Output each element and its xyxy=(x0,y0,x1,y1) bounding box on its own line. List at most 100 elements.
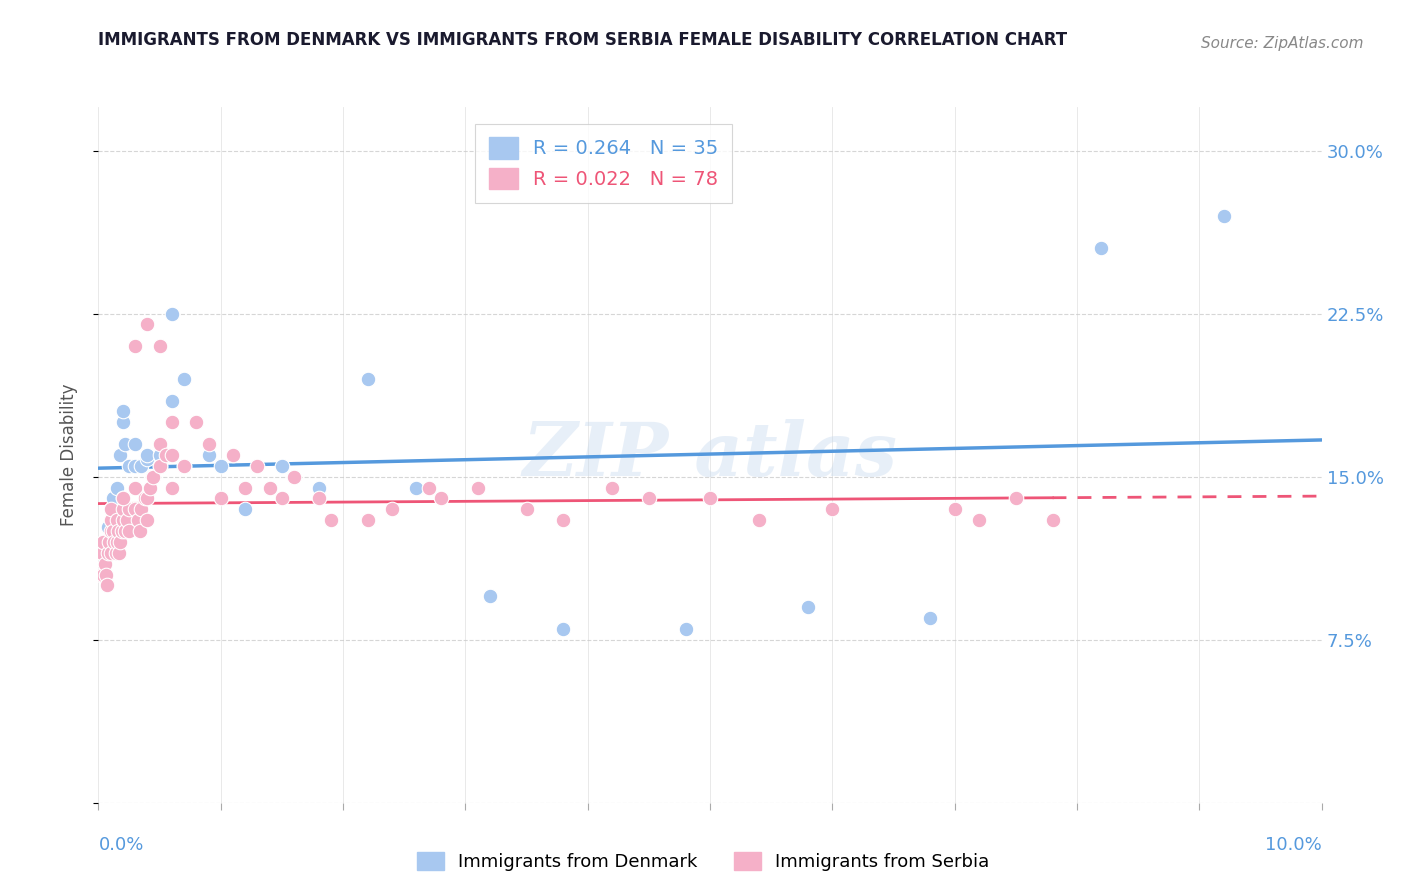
Point xyxy=(478,589,501,603)
Point xyxy=(186,415,208,429)
Point xyxy=(124,481,146,495)
Legend: Immigrants from Denmark, Immigrants from Serbia: Immigrants from Denmark, Immigrants from… xyxy=(409,845,997,879)
Point xyxy=(111,491,134,506)
Point xyxy=(430,491,453,506)
Point xyxy=(699,491,721,506)
Point xyxy=(105,481,128,495)
Point xyxy=(91,535,114,549)
Y-axis label: Female Disability: Female Disability xyxy=(59,384,77,526)
Point xyxy=(129,502,152,516)
Point xyxy=(100,502,122,516)
Point xyxy=(111,513,134,527)
Point xyxy=(319,513,342,527)
Point xyxy=(142,469,165,483)
Point xyxy=(111,415,134,429)
Text: Source: ZipAtlas.com: Source: ZipAtlas.com xyxy=(1201,36,1364,51)
Point xyxy=(139,481,162,495)
Point xyxy=(100,502,122,516)
Point xyxy=(920,611,942,625)
Point xyxy=(124,458,146,473)
Point xyxy=(516,502,538,516)
Point xyxy=(173,372,195,386)
Point xyxy=(100,524,122,538)
Text: ZIP atlas: ZIP atlas xyxy=(523,418,897,491)
Point xyxy=(173,458,195,473)
Point xyxy=(356,372,378,386)
Point xyxy=(160,415,183,429)
Point xyxy=(197,448,219,462)
Point xyxy=(111,524,134,538)
Point xyxy=(97,519,120,533)
Point xyxy=(1212,209,1234,223)
Point xyxy=(149,448,172,462)
Point xyxy=(418,481,440,495)
Legend: R = 0.264   N = 35, R = 0.022   N = 78: R = 0.264 N = 35, R = 0.022 N = 78 xyxy=(475,124,733,203)
Point xyxy=(675,622,697,636)
Point xyxy=(136,491,159,506)
Point xyxy=(356,513,378,527)
Point xyxy=(129,524,152,538)
Point xyxy=(142,469,165,483)
Point xyxy=(115,513,138,527)
Point xyxy=(93,557,115,571)
Point xyxy=(124,339,146,353)
Point xyxy=(114,437,136,451)
Point xyxy=(149,458,172,473)
Point xyxy=(246,458,269,473)
Point xyxy=(149,458,172,473)
Point xyxy=(107,524,129,538)
Point xyxy=(222,448,245,462)
Point xyxy=(149,339,172,353)
Point xyxy=(118,458,141,473)
Point xyxy=(90,567,112,582)
Point xyxy=(259,481,281,495)
Text: IMMIGRANTS FROM DENMARK VS IMMIGRANTS FROM SERBIA FEMALE DISABILITY CORRELATION : IMMIGRANTS FROM DENMARK VS IMMIGRANTS FR… xyxy=(98,31,1067,49)
Point xyxy=(270,458,292,473)
Point xyxy=(160,393,183,408)
Point xyxy=(173,458,195,473)
Point xyxy=(91,567,114,582)
Point xyxy=(111,404,134,418)
Point xyxy=(100,513,122,527)
Point xyxy=(553,513,575,527)
Point xyxy=(108,546,131,560)
Point xyxy=(124,502,146,516)
Point xyxy=(118,524,141,538)
Point xyxy=(97,546,120,560)
Point xyxy=(103,535,125,549)
Point xyxy=(553,622,575,636)
Point xyxy=(104,546,127,560)
Point xyxy=(186,415,208,429)
Point xyxy=(233,502,256,516)
Point xyxy=(405,481,427,495)
Point xyxy=(1090,241,1112,255)
Point xyxy=(1042,513,1064,527)
Point xyxy=(136,513,159,527)
Point xyxy=(155,448,177,462)
Point xyxy=(136,318,159,332)
Point xyxy=(797,600,820,615)
Point xyxy=(136,452,159,467)
Point xyxy=(149,437,172,451)
Point xyxy=(101,524,124,538)
Point xyxy=(821,502,844,516)
Point xyxy=(94,567,117,582)
Point xyxy=(114,524,136,538)
Point xyxy=(111,491,134,506)
Point xyxy=(101,491,124,506)
Point xyxy=(127,513,149,527)
Point xyxy=(110,448,132,462)
Point xyxy=(270,491,292,506)
Point xyxy=(600,481,623,495)
Point xyxy=(209,458,232,473)
Text: 0.0%: 0.0% xyxy=(98,836,143,855)
Point xyxy=(209,491,232,506)
Point xyxy=(105,513,128,527)
Point xyxy=(308,491,330,506)
Point xyxy=(197,437,219,451)
Point xyxy=(381,502,404,516)
Point xyxy=(160,448,183,462)
Point xyxy=(134,491,156,506)
Text: 10.0%: 10.0% xyxy=(1265,836,1322,855)
Point xyxy=(748,513,770,527)
